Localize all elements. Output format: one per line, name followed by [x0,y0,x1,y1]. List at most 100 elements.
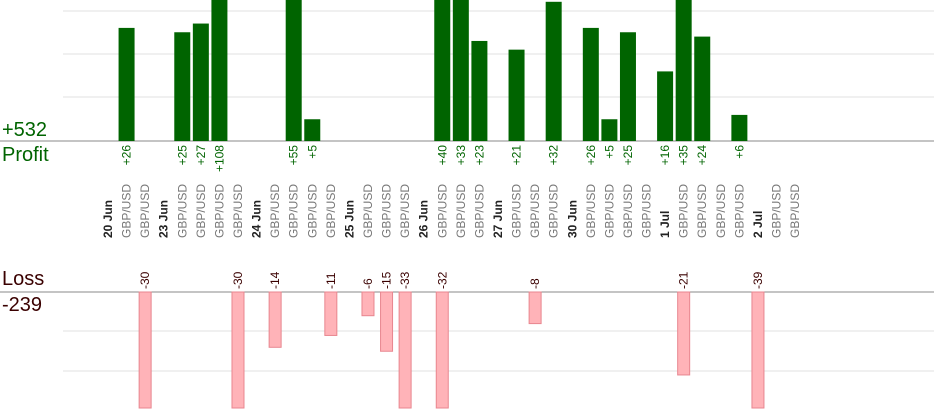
loss-bar [398,291,412,409]
pair-label: GBP/USD [435,184,449,238]
date-label: 25 Jun [342,200,356,238]
profit-value-label: +27 [194,145,208,166]
profit-value-label: +5 [602,145,616,159]
loss-value-label: -39 [751,271,765,289]
loss-bar [324,291,338,336]
loss-value-label: -11 [324,272,338,289]
loss-label: Loss [2,268,45,290]
pair-label: GBP/USD [602,184,616,238]
loss-value-label: -21 [677,271,691,289]
loss-value-label: -33 [398,271,412,289]
profit-value-label: +16 [658,145,672,166]
date-label: 20 Jun [101,200,115,238]
profit-bar [304,119,321,141]
loss-value-label: -6 [361,278,375,289]
profit-value-label: +108 [212,145,226,172]
pair-label: GBP/USD [361,184,375,238]
profit-bar [582,27,599,141]
pair-label: GBP/USD [788,184,802,238]
loss-value-label: -14 [268,271,282,289]
pair-label: GBP/USD [528,184,542,238]
pair-label: GBP/USD [677,184,691,238]
pair-label: GBP/USD [714,184,728,238]
profit-bar [118,27,135,141]
profit-bar [434,0,451,141]
loss-bar [268,291,282,348]
pair-label: GBP/USD [380,184,394,238]
loss-value-label: -30 [138,271,152,289]
profit-bar [545,1,562,141]
date-label: 24 Jun [250,200,264,238]
loss-value-label: -30 [231,271,245,289]
profit-value-label: +25 [621,145,635,166]
pair-label: GBP/USD [120,184,134,238]
loss-total: -239 [2,294,43,316]
date-label: 1 Jul [658,211,672,238]
loss-value-label: -8 [528,278,542,289]
profit-value-label: +21 [510,145,524,166]
loss-bar [138,291,152,409]
date-label: 2 Jul [751,211,765,238]
pair-label: GBP/USD [547,184,561,238]
pair-label: GBP/USD [268,184,282,238]
profit-bar [601,119,618,141]
pair-label: GBP/USD [640,184,654,238]
loss-bar [361,291,375,317]
profit-value-label: +26 [120,145,134,166]
profit-bar [285,0,302,141]
pair-label: GBP/USD [621,184,635,238]
profit-value-label: +5 [305,145,319,159]
profit-bar [619,32,636,141]
profit-label: Profit [2,144,49,166]
pair-label: GBP/USD [510,184,524,238]
date-label: 27 Jun [491,200,505,238]
pair-label: GBP/USD [398,184,412,238]
pair-label: GBP/USD [454,184,468,238]
loss-bar [677,291,691,376]
profit-bar [174,32,191,141]
profit-bar [211,0,228,141]
pair-label: GBP/USD [212,184,226,238]
profit-bar [452,0,469,141]
pair-label: GBP/USD [305,184,319,238]
profit-value-label: +32 [547,145,561,166]
pair-label: GBP/USD [231,184,245,238]
pair-label: GBP/USD [175,184,189,238]
date-label: 30 Jun [565,200,579,238]
pair-label: GBP/USD [584,184,598,238]
pair-label: GBP/USD [324,184,338,238]
profit-value-label: +26 [584,145,598,166]
loss-bar [435,291,449,409]
pair-label: GBP/USD [138,184,152,238]
date-label: 26 Jun [417,200,431,238]
date-label: 23 Jun [157,200,171,238]
profit-bar [508,49,525,141]
profit-total: +532 [2,119,48,141]
profit-value-label: +6 [732,145,746,159]
profit-bar [192,23,209,141]
loss-bar [231,291,245,409]
profit-bar [657,71,674,141]
loss-bar [751,291,765,409]
profit-value-label: +33 [454,145,468,166]
profit-bar [471,40,488,142]
pair-label: GBP/USD [770,184,784,238]
profit-bar [731,114,748,141]
loss-value-label: -32 [435,271,449,289]
pair-label: GBP/USD [732,184,746,238]
loss-value-label: -15 [380,271,394,289]
pair-label: GBP/USD [695,184,709,238]
profit-value-label: +40 [435,145,449,166]
loss-bar [528,291,542,325]
pair-label: GBP/USD [287,184,301,238]
pair-label: GBP/USD [472,184,486,238]
profit-value-label: +25 [175,145,189,166]
loss-bar [380,291,394,352]
profit-value-label: +23 [472,145,486,166]
profit-bar [675,0,692,141]
pair-label: GBP/USD [194,184,208,238]
profit-value-label: +35 [677,145,691,166]
profit-bar [694,36,711,141]
profit-value-label: +55 [287,145,301,166]
